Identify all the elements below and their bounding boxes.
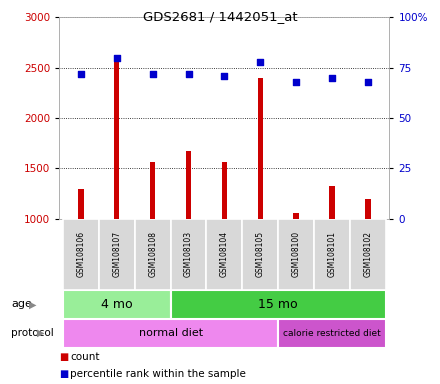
Text: GSM108102: GSM108102 (363, 232, 372, 277)
Point (113, 55, 120, 61)
Text: protocol: protocol (11, 328, 54, 338)
Point (185, 71, 192, 77)
Point (77, 71, 84, 77)
Text: normal diet: normal diet (139, 328, 203, 338)
Text: GSM108104: GSM108104 (220, 231, 229, 278)
Point (329, 75, 336, 81)
Text: ▶: ▶ (29, 299, 37, 310)
Bar (171, 219, 206, 290)
Text: ■: ■ (59, 352, 69, 362)
Bar (135, 219, 171, 290)
Point (257, 59, 264, 65)
Bar (278, 219, 314, 290)
Bar (99, 219, 135, 290)
Bar (114, 61, 120, 219)
Text: ▶: ▶ (37, 328, 45, 338)
Bar (329, 185, 335, 219)
Point (149, 71, 156, 77)
Text: count: count (70, 352, 100, 362)
Text: GSM108103: GSM108103 (184, 231, 193, 278)
Bar (350, 219, 386, 290)
Bar (222, 162, 227, 219)
Text: age: age (11, 299, 32, 310)
Bar (206, 219, 242, 290)
Text: ■: ■ (59, 369, 69, 379)
Bar (63, 290, 171, 319)
Text: GSM108101: GSM108101 (327, 232, 337, 277)
Point (221, 73, 228, 79)
Point (293, 79, 300, 85)
Bar (257, 78, 263, 219)
Point (364, 79, 371, 85)
Text: GSM108106: GSM108106 (77, 231, 85, 278)
Bar (314, 219, 350, 290)
Text: GSM108108: GSM108108 (148, 232, 157, 277)
Text: 4 mo: 4 mo (101, 298, 132, 311)
Bar (171, 290, 386, 319)
Bar (293, 213, 299, 219)
Text: percentile rank within the sample: percentile rank within the sample (70, 369, 246, 379)
Bar (150, 162, 155, 219)
Text: GSM108107: GSM108107 (112, 231, 121, 278)
Bar (78, 189, 84, 219)
Bar (186, 151, 191, 219)
Bar (365, 199, 370, 219)
Bar (278, 319, 386, 348)
Text: calorie restricted diet: calorie restricted diet (283, 329, 381, 338)
Bar (63, 219, 99, 290)
Text: GSM108105: GSM108105 (256, 231, 265, 278)
Bar (63, 319, 278, 348)
Text: GDS2681 / 1442051_at: GDS2681 / 1442051_at (143, 10, 297, 23)
Text: GSM108100: GSM108100 (292, 231, 301, 278)
Bar (242, 219, 278, 290)
Text: 15 mo: 15 mo (258, 298, 298, 311)
